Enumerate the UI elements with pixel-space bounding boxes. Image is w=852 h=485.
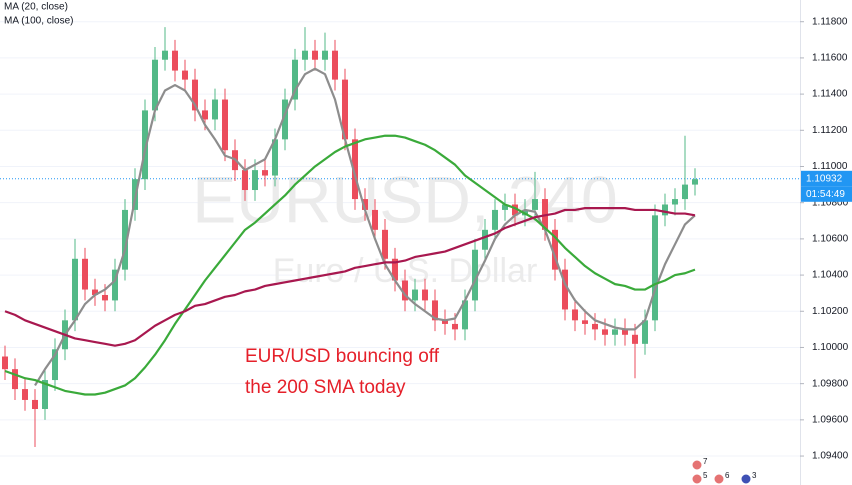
y-tick-label: 1.11600 bbox=[812, 53, 848, 64]
event-count: 7 bbox=[703, 457, 708, 466]
candle-body bbox=[472, 249, 478, 301]
candle-body bbox=[582, 320, 588, 324]
candle-body bbox=[392, 258, 398, 281]
candle-body bbox=[2, 356, 8, 370]
candle-body bbox=[402, 280, 408, 301]
candle-body bbox=[642, 320, 648, 344]
candle-body bbox=[532, 199, 538, 210]
y-tick-label: 1.09400 bbox=[812, 451, 849, 462]
candle-body bbox=[342, 79, 348, 140]
candle-body bbox=[202, 110, 208, 120]
candle-body bbox=[282, 99, 288, 140]
candle-body bbox=[462, 300, 468, 330]
candle-body bbox=[442, 320, 448, 324]
y-tick-label: 1.10000 bbox=[812, 342, 849, 353]
candle-body bbox=[82, 258, 88, 290]
event-icon bbox=[691, 473, 703, 485]
legend-entry: MA (100, close) bbox=[4, 16, 73, 27]
event-count: 6 bbox=[725, 471, 730, 480]
candle-body bbox=[622, 329, 628, 335]
candle-body bbox=[562, 269, 568, 310]
candle-body bbox=[292, 59, 298, 100]
candle-body bbox=[222, 99, 228, 151]
candle-body bbox=[22, 389, 28, 400]
candle-body bbox=[602, 329, 608, 335]
candle-body bbox=[142, 110, 148, 180]
candle-body bbox=[592, 323, 598, 330]
candle-body bbox=[432, 300, 438, 321]
candle-body bbox=[172, 50, 178, 71]
candle-body bbox=[332, 50, 338, 80]
candle-body bbox=[652, 215, 658, 321]
moving-average-line bbox=[34, 67, 696, 387]
candle-body bbox=[662, 204, 668, 216]
y-tick-label: 1.10600 bbox=[812, 234, 849, 245]
candle-body bbox=[422, 289, 428, 301]
candle-body bbox=[412, 289, 418, 301]
candle-body bbox=[352, 139, 358, 200]
candle-body bbox=[152, 59, 158, 111]
y-tick-label: 1.10400 bbox=[812, 270, 849, 281]
annotation: the 200 SMA today bbox=[245, 377, 406, 398]
candle-body bbox=[12, 369, 18, 390]
candle-body bbox=[632, 334, 638, 344]
y-tick-label: 1.11000 bbox=[812, 161, 848, 172]
y-tick-label: 1.11800 bbox=[812, 16, 848, 27]
candle-body bbox=[452, 323, 458, 330]
candle-body bbox=[122, 209, 128, 270]
annotation: EUR/USD bouncing off bbox=[245, 346, 440, 367]
event-icon bbox=[740, 473, 752, 485]
candle-body bbox=[312, 50, 318, 60]
candle-body bbox=[32, 399, 38, 409]
candle-body bbox=[92, 289, 98, 295]
y-tick-label: 1.10800 bbox=[812, 197, 849, 208]
candle-body bbox=[112, 269, 118, 301]
y-tick-label: 1.10200 bbox=[812, 306, 849, 317]
event-count: 3 bbox=[752, 471, 757, 480]
candle-body bbox=[102, 294, 108, 301]
candle-body bbox=[552, 229, 558, 270]
y-tick-label: 1.11200 bbox=[812, 125, 848, 136]
candle-body bbox=[612, 329, 618, 335]
event-icon bbox=[691, 459, 703, 471]
event-icon bbox=[713, 473, 725, 485]
moving-average-line bbox=[4, 207, 696, 347]
event-count: 5 bbox=[703, 471, 708, 480]
moving-average-line bbox=[4, 134, 696, 396]
candle-body bbox=[182, 70, 188, 80]
candle-body bbox=[572, 309, 578, 321]
candle-body bbox=[212, 99, 218, 120]
last-price-label: 1.10932 bbox=[806, 173, 843, 184]
candle-body bbox=[482, 229, 488, 250]
candle-body bbox=[162, 50, 168, 60]
candle-body bbox=[672, 199, 678, 205]
last-price-box bbox=[801, 170, 852, 187]
candle-body bbox=[72, 258, 78, 321]
y-tick-label: 1.11400 bbox=[812, 89, 848, 100]
candle-body bbox=[242, 170, 248, 191]
candle-body bbox=[42, 380, 48, 409]
candle-body bbox=[252, 170, 258, 191]
candle-body bbox=[52, 349, 58, 381]
candle-body bbox=[372, 209, 378, 230]
candle-body bbox=[502, 204, 508, 210]
candle-body bbox=[272, 139, 278, 176]
candle-body bbox=[302, 50, 308, 60]
legend-entry: MA (20, close) bbox=[4, 2, 68, 13]
countdown-box bbox=[801, 186, 852, 202]
countdown-label: 01:54:49 bbox=[806, 189, 845, 200]
candle-body bbox=[682, 184, 688, 200]
candle-body bbox=[192, 79, 198, 111]
y-tick-label: 1.09800 bbox=[812, 378, 849, 389]
candle-body bbox=[262, 170, 268, 176]
candle-body bbox=[362, 199, 368, 210]
candle-body bbox=[512, 204, 518, 216]
candle-body bbox=[492, 209, 498, 230]
y-tick-label: 1.09600 bbox=[812, 414, 849, 425]
candle-body bbox=[382, 229, 388, 259]
candle-body bbox=[322, 50, 328, 60]
candle-body bbox=[692, 179, 698, 185]
